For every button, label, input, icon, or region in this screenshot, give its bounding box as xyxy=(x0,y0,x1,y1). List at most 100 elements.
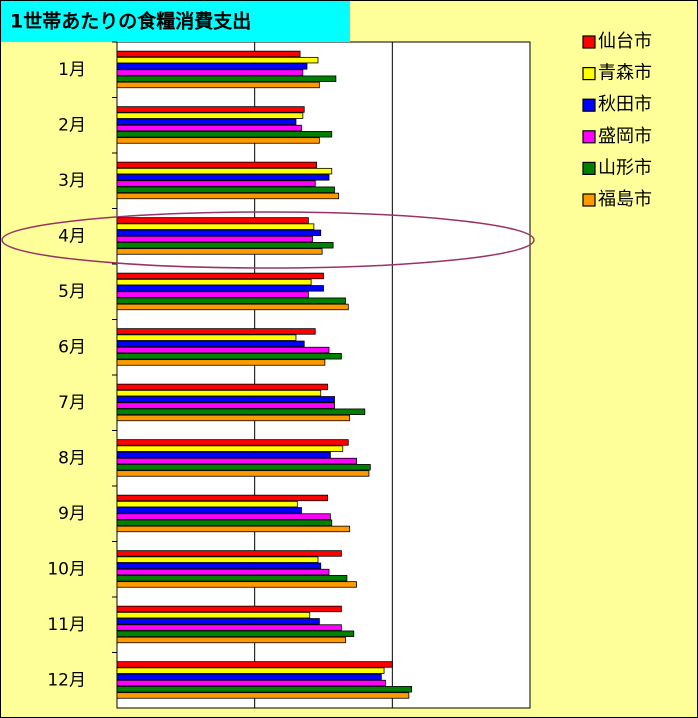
bar xyxy=(116,131,333,138)
bar xyxy=(116,229,322,237)
bar xyxy=(116,223,315,230)
bar xyxy=(116,673,382,681)
bar xyxy=(116,81,320,89)
y-tick-label: 6月 xyxy=(58,337,86,357)
bar xyxy=(116,303,349,311)
legend-swatch xyxy=(582,193,596,207)
bar xyxy=(116,106,305,113)
bar xyxy=(116,457,357,465)
bar xyxy=(116,137,320,144)
bar xyxy=(116,550,342,557)
bar xyxy=(116,624,342,631)
y-tick-label: 8月 xyxy=(58,448,86,468)
bar xyxy=(116,291,309,298)
bar xyxy=(116,525,351,533)
bar xyxy=(116,636,346,644)
bar xyxy=(116,445,344,452)
bar xyxy=(116,124,302,132)
bar xyxy=(116,346,330,354)
legend-label: 山形市 xyxy=(598,157,652,178)
legend-label: 秋田市 xyxy=(598,94,652,115)
title-box xyxy=(1,1,350,42)
bar xyxy=(116,451,331,459)
bar xyxy=(116,630,355,637)
bar xyxy=(116,494,329,502)
bar xyxy=(116,297,346,304)
legend-label: 盛岡市 xyxy=(598,126,652,147)
bar xyxy=(116,56,319,64)
bar xyxy=(116,605,342,613)
legend-label: 青森市 xyxy=(598,63,652,84)
highlight-ellipse xyxy=(1,211,535,269)
bar xyxy=(116,389,322,397)
bar xyxy=(116,235,313,243)
bar xyxy=(116,174,330,181)
y-tick-label: 12月 xyxy=(47,670,86,690)
bar xyxy=(116,408,366,415)
legend-swatch xyxy=(582,130,596,144)
bar xyxy=(116,667,385,674)
bar xyxy=(116,118,297,126)
bar xyxy=(116,556,319,563)
bar xyxy=(116,217,309,224)
bar xyxy=(116,353,342,360)
bar xyxy=(116,75,337,82)
bar xyxy=(116,328,316,335)
bar xyxy=(116,581,357,588)
bar xyxy=(116,470,370,477)
bar xyxy=(116,396,335,403)
bar xyxy=(116,507,302,514)
bar xyxy=(116,568,330,576)
bar xyxy=(116,679,386,687)
bar xyxy=(116,285,324,292)
y-tick-label: 7月 xyxy=(58,393,86,413)
bar xyxy=(116,167,333,175)
bar xyxy=(116,186,335,193)
bar xyxy=(116,359,326,366)
legend-swatch xyxy=(582,161,596,175)
bar xyxy=(116,69,304,76)
chart-title: 1世帯あたりの食糧消費支出 xyxy=(10,10,251,33)
bar xyxy=(116,414,351,422)
legend-swatch xyxy=(582,98,596,112)
legend-label: 福島市 xyxy=(598,189,652,210)
legend-label: 仙台市 xyxy=(598,31,652,52)
bar xyxy=(116,248,323,255)
bar xyxy=(116,180,316,187)
bar xyxy=(116,686,413,693)
bar xyxy=(116,439,349,446)
bar xyxy=(116,242,334,249)
bar xyxy=(116,272,324,280)
plot-area xyxy=(116,41,531,709)
legend-swatch xyxy=(582,35,596,49)
bar xyxy=(116,500,298,508)
bar xyxy=(116,618,320,625)
bar xyxy=(116,50,301,58)
bar xyxy=(116,63,308,70)
y-tick-label: 11月 xyxy=(47,615,86,635)
bar xyxy=(116,464,371,471)
bar xyxy=(116,278,312,286)
bar xyxy=(116,519,333,526)
bar xyxy=(116,334,297,341)
legend-swatch xyxy=(582,66,596,81)
bar xyxy=(116,402,335,409)
bar xyxy=(116,562,322,570)
y-tick-label: 9月 xyxy=(58,504,86,524)
y-tick-label: 10月 xyxy=(47,559,86,579)
bar xyxy=(116,611,311,619)
bar xyxy=(116,513,331,520)
y-tick-label: 5月 xyxy=(58,282,86,302)
y-tick-label: 3月 xyxy=(58,171,86,191)
bar xyxy=(116,575,348,582)
bar xyxy=(116,692,410,699)
bar xyxy=(116,383,329,391)
y-tick-label: 4月 xyxy=(58,226,86,246)
bar xyxy=(116,161,318,169)
y-tick-label: 2月 xyxy=(58,115,86,135)
bar xyxy=(116,340,305,348)
y-tick-label: 1月 xyxy=(58,60,86,80)
bar xyxy=(116,661,393,668)
bar xyxy=(116,192,340,200)
